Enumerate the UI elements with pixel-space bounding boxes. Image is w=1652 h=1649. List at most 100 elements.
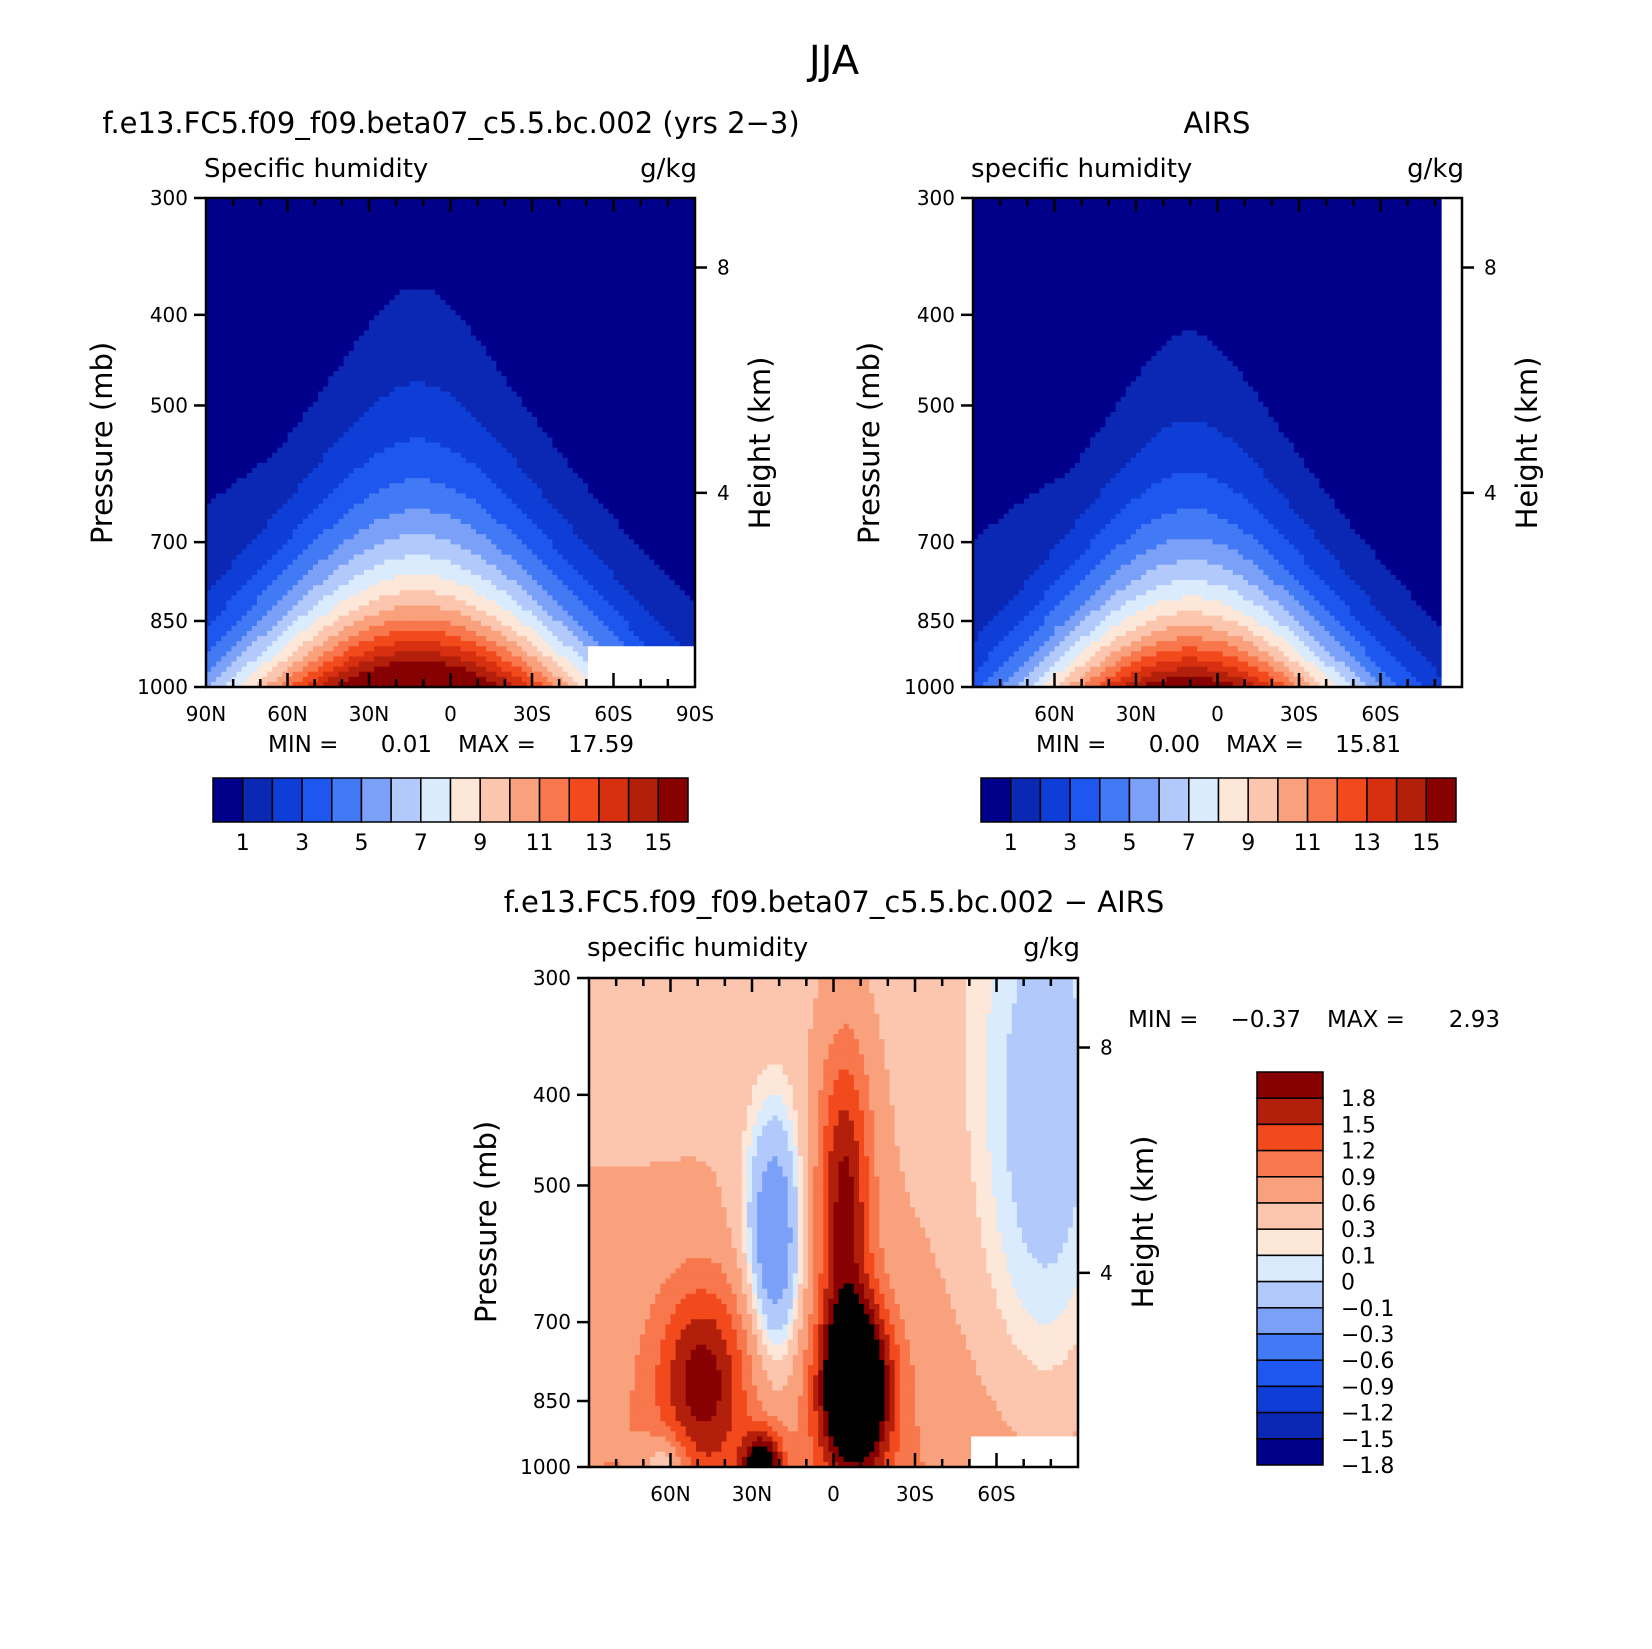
contour-cell [465, 289, 472, 296]
contour-cell [537, 411, 543, 418]
contour-cell [287, 304, 294, 311]
contour-cell [654, 228, 660, 235]
contour-cell [379, 381, 385, 388]
contour-cell [292, 381, 299, 388]
contour-cell [374, 411, 380, 418]
contour-cell [307, 218, 314, 225]
contour-cell [618, 254, 625, 260]
contour-cell [262, 447, 268, 454]
contour-cell [287, 269, 294, 275]
contour-cell [567, 396, 574, 403]
contour-cell [318, 447, 324, 454]
contour-cell [506, 366, 513, 372]
contour-cell [384, 355, 390, 362]
contour-cell [221, 269, 227, 275]
contour-cell [532, 381, 538, 388]
contour-cell [496, 310, 503, 316]
contour-cell [547, 233, 553, 240]
contour-cell [221, 401, 227, 408]
contour-cell [445, 452, 452, 459]
contour-cell [603, 432, 609, 438]
contour-cell [333, 279, 340, 286]
contour-cell [323, 335, 329, 342]
contour-cell [328, 330, 334, 337]
contour-cell [256, 233, 263, 240]
contour-cell [379, 432, 385, 438]
contour-cell [348, 254, 355, 260]
contour-cell [501, 284, 508, 291]
contour-cell [282, 376, 289, 382]
contour-cell [211, 254, 217, 260]
contour-cell [277, 371, 283, 377]
contour-cell [532, 340, 538, 347]
contour-cell [246, 457, 253, 464]
contour-cell [333, 345, 340, 352]
contour-cell [343, 376, 350, 382]
contour-cell [572, 442, 579, 449]
contour-cell [435, 264, 441, 270]
contour-cell [689, 259, 695, 265]
contour-cell [267, 203, 273, 209]
contour-cell [297, 355, 304, 362]
contour-cell [613, 427, 620, 433]
contour-cell [348, 320, 355, 326]
contour-cell [384, 340, 390, 347]
contour-cell [221, 361, 227, 367]
contour-cell [338, 243, 345, 250]
contour-cell [256, 213, 263, 219]
contour-cell [379, 304, 385, 311]
contour-cell [674, 330, 681, 337]
contour-cell [282, 325, 289, 332]
contour-cell [338, 294, 345, 301]
contour-cell [226, 381, 233, 388]
contour-cell [348, 203, 355, 209]
contour-cell [532, 406, 538, 413]
contour-cell [613, 320, 620, 326]
contour-cell [363, 198, 370, 204]
contour-cell [267, 259, 273, 265]
contour-cell [532, 243, 538, 250]
contour-cell [491, 223, 497, 230]
contour-cell [470, 345, 477, 352]
contour-cell [404, 401, 411, 408]
contour-cell [348, 411, 355, 418]
contour-cell [501, 320, 508, 326]
contour-cell [384, 248, 390, 255]
contour-cell [679, 208, 686, 214]
contour-cell [618, 218, 625, 225]
contour-cell [526, 315, 533, 321]
contour-cell [338, 386, 345, 393]
contour-cell [689, 289, 695, 296]
contour-cell [292, 350, 299, 357]
contour-cell [537, 345, 543, 352]
contour-cell [603, 442, 609, 449]
contour-cell [547, 330, 553, 337]
contour-cell [389, 279, 396, 286]
contour-cell [557, 335, 564, 342]
contour-cell [363, 254, 370, 260]
contour-cell [379, 228, 385, 235]
contour-cell [323, 345, 329, 352]
contour-cell [241, 376, 248, 382]
contour-cell [674, 248, 681, 255]
contour-cell [532, 218, 538, 225]
contour-cell [292, 427, 299, 433]
contour-cell [241, 208, 248, 214]
contour-cell [287, 457, 294, 464]
contour-cell [470, 386, 477, 393]
contour-cell [618, 264, 625, 270]
contour-cell [521, 208, 528, 214]
contour-cell [425, 437, 431, 444]
contour-cell [506, 198, 513, 204]
contour-cell [379, 396, 385, 403]
contour-cell [404, 218, 411, 225]
contour-cell [363, 294, 370, 301]
contour-cell [430, 325, 436, 332]
contour-cell [526, 320, 533, 326]
contour-cell [307, 264, 314, 270]
contour-cell [267, 355, 273, 362]
contour-cell [659, 427, 666, 433]
contour-cell [231, 371, 238, 377]
contour-cell [302, 376, 309, 382]
contour-cell [547, 320, 553, 326]
